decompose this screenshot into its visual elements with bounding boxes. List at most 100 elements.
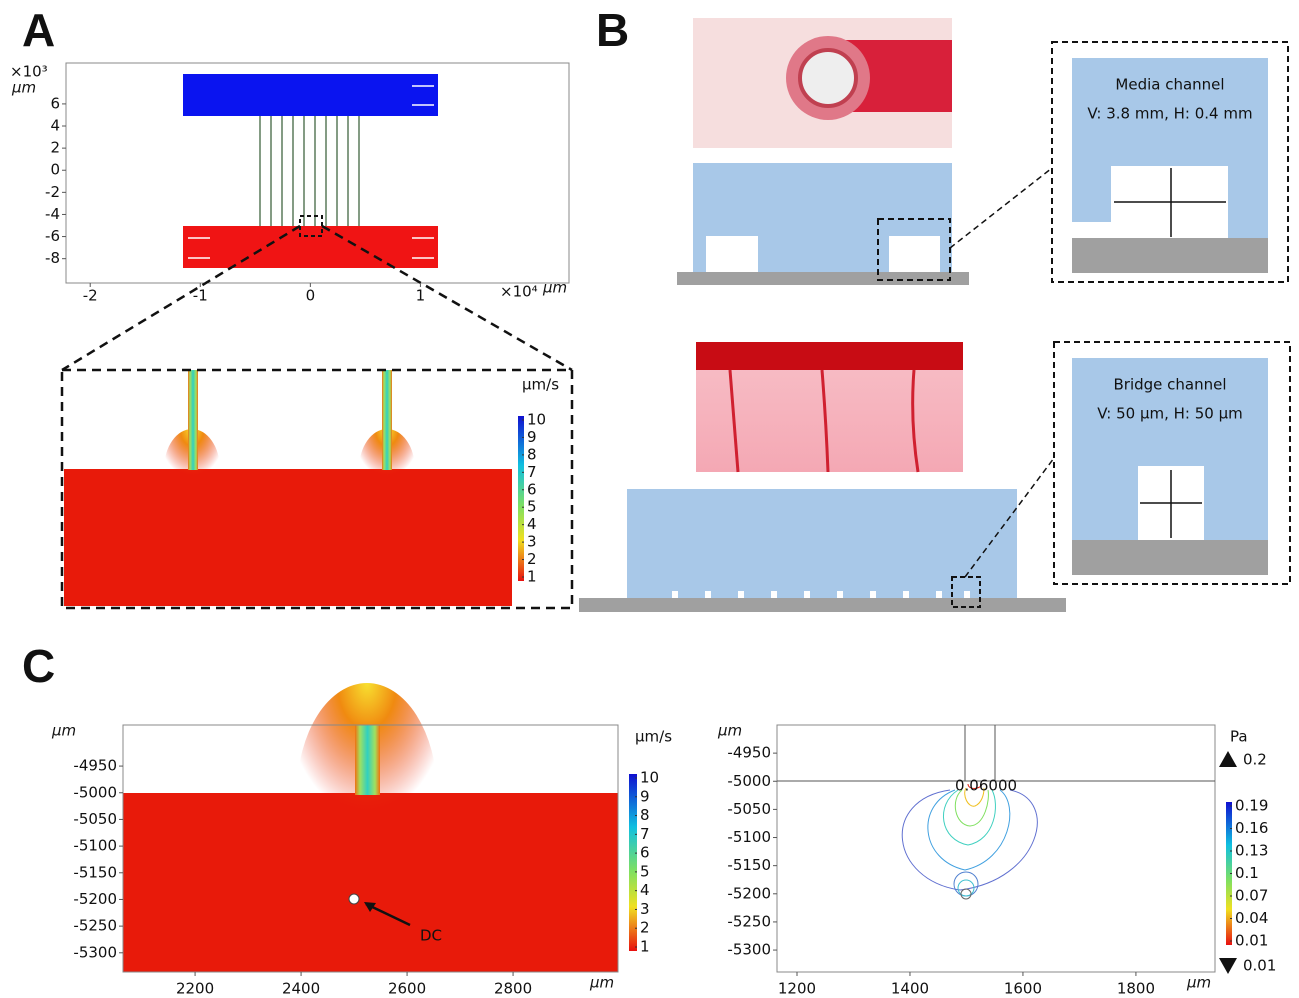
y-tick-label: -6 (45, 227, 60, 245)
colorbar-tick-label: 0.16 (1235, 819, 1268, 837)
y-tick-label: -5150 (727, 856, 771, 874)
colorbar (629, 774, 637, 951)
detail-title: Media channel (1115, 76, 1224, 94)
y-tick-label: -5200 (73, 890, 117, 908)
detail-dims: V: 3.8 mm, H: 0.4 mm (1087, 105, 1252, 123)
x-axis-unit: µm (1186, 974, 1211, 992)
y-tick-label: -5300 (73, 943, 117, 961)
photo-channel (696, 342, 963, 370)
colorbar-tick-label: 1 (527, 568, 537, 586)
substrate (579, 598, 1066, 612)
colorbar-tick-label: 2 (527, 550, 537, 568)
colorbar-tick-label: 8 (640, 806, 650, 824)
x-tick-label: 2600 (388, 980, 426, 998)
x-axis-unit: µm (542, 279, 567, 297)
colorbar-tick-label: 3 (640, 900, 650, 918)
colorbar-tick-label: 0.1 (1235, 864, 1259, 882)
y-axis-unit: µm (11, 79, 36, 97)
contour-label: 0.06000 (955, 777, 1017, 795)
colorbar-tick-label: 3 (527, 533, 537, 551)
colorbar-tick-label: 6 (527, 480, 537, 498)
y-axis-unit: µm (51, 722, 76, 740)
x-tick-label: 1 (416, 287, 426, 305)
colorbar-tick-label: 5 (640, 862, 650, 880)
dc-marker (349, 894, 359, 904)
colorbar-tick-label: 6 (640, 844, 650, 862)
colorbar-tick-label: 7 (640, 825, 650, 843)
detail-title: Bridge channel (1113, 376, 1226, 394)
media-channel-bottom (183, 226, 438, 268)
colorbar-tick-label: 0.13 (1235, 842, 1268, 860)
device-section (627, 489, 1017, 598)
y-tick-label: -4950 (727, 744, 771, 762)
y-tick-label: -5200 (727, 884, 771, 902)
colorbar-tick-label: 1 (640, 938, 650, 956)
x-tick-label: 1200 (778, 980, 816, 998)
channel-void (706, 236, 758, 272)
y-tick-label: -5000 (73, 783, 117, 801)
x-tick-label: 1600 (1004, 980, 1042, 998)
y-tick-label: -5250 (73, 917, 117, 935)
substrate (1072, 238, 1268, 273)
colorbar-tick-label: 0.07 (1235, 887, 1268, 905)
substrate (677, 272, 969, 285)
colorbar-unit: µm/s (635, 728, 672, 746)
y-tick-label: 0 (50, 161, 60, 179)
colorbar-max: 0.2 (1243, 751, 1267, 769)
bridge-channels (260, 116, 359, 226)
geometry-lines (777, 725, 1215, 781)
substrate (1072, 540, 1268, 575)
y-tick-label: -5100 (727, 828, 771, 846)
figure: A B C µm/s Media channel V: 3.8 mm, H: 0… (0, 0, 1299, 998)
y-tick-label: -4 (45, 205, 60, 223)
annotation: DC (420, 927, 442, 945)
channel-void (889, 236, 940, 272)
x-tick-label: 2200 (176, 980, 214, 998)
detail-line (950, 168, 1052, 248)
y-tick-label: -5050 (73, 810, 117, 828)
y-tick-label: 6 (50, 94, 60, 112)
colorbar-tick-label: 10 (640, 769, 659, 787)
plot-frame (777, 725, 1215, 972)
x-tick-label: -2 (83, 287, 98, 305)
y-tick-label: -8 (45, 249, 60, 267)
x-tick-label: 2800 (494, 980, 532, 998)
y-tick-label: -5150 (73, 863, 117, 881)
colorbar-tick-label: 9 (527, 428, 537, 446)
y-tick-label: -5050 (727, 800, 771, 818)
x-tick-label: -1 (193, 287, 208, 305)
y-tick-label: -4950 (73, 757, 117, 775)
colorbar-tick-label: 0.01 (1235, 932, 1268, 950)
colorbar-tick-label: 4 (527, 515, 537, 533)
y-tick-label: -5250 (727, 912, 771, 930)
y-tick-label: 4 (50, 117, 60, 135)
colorbar-tick-label: 0.19 (1235, 797, 1268, 815)
panel-label: A (22, 4, 55, 56)
y-tick-label: -5100 (73, 837, 117, 855)
colorbar-tick-label: 8 (527, 445, 537, 463)
colorbar-tick-label: 10 (527, 411, 546, 429)
colorbar-min: 0.01 (1243, 957, 1276, 975)
colorbar-tick-label: 0.04 (1235, 909, 1268, 927)
x-tick-label: 2400 (282, 980, 320, 998)
x-tick-label: 1800 (1117, 980, 1155, 998)
colorbar (518, 416, 524, 581)
colorbar-tick-label: 2 (640, 919, 650, 937)
x-tick-label: 1400 (891, 980, 929, 998)
flow-field (64, 469, 512, 606)
x-axis-unit: µm (589, 974, 614, 992)
dimension-arrows (1114, 168, 1226, 237)
max-triangle (1219, 751, 1237, 767)
x-axis-unit: ×10⁴ (500, 283, 538, 301)
media-channel-top (183, 74, 438, 116)
y-tick-label: 2 (50, 139, 60, 157)
bridge-channel-flow (382, 370, 392, 470)
bridge-channel-flow (188, 370, 198, 470)
bridge-channel-flow (355, 725, 380, 795)
colorbar-tick-label: 7 (527, 463, 537, 481)
colorbar-unit: µm/s (522, 376, 559, 394)
colorbar-tick-label: 9 (640, 787, 650, 805)
min-triangle (1219, 958, 1237, 974)
photo-port (800, 50, 856, 106)
panel-label: C (22, 640, 55, 692)
